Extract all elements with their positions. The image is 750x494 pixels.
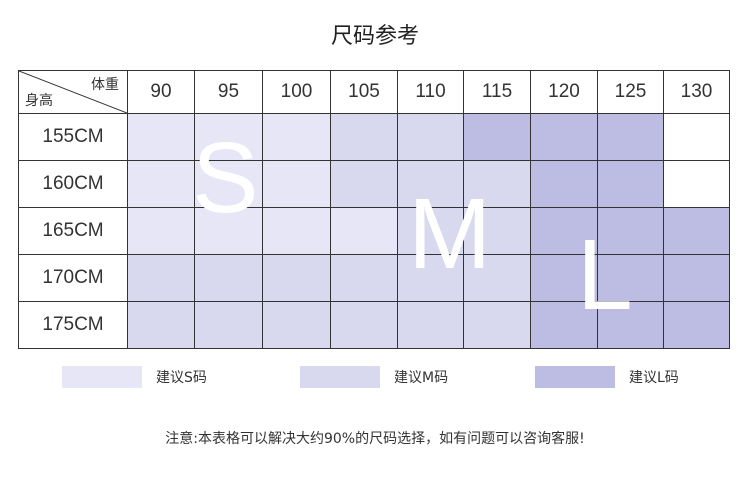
- size-cell-m: [397, 160, 464, 208]
- height-label: 身高: [25, 92, 53, 108]
- legend-s: 建议S码: [62, 366, 207, 388]
- size-cell-l: [530, 207, 598, 255]
- corner-header: 体重 身高: [18, 70, 128, 114]
- size-cell-m: [397, 254, 464, 302]
- size-cell-l: [463, 113, 531, 161]
- size-cell-m: [127, 301, 195, 349]
- size-chart-table: 体重 身高 90 95 100 105 110 115 120 125 130 155CM 160…: [18, 70, 730, 349]
- legend-label-m: 建议M码: [394, 370, 449, 386]
- size-cell-m: [463, 254, 531, 302]
- size-cell-l: [530, 160, 598, 208]
- table-row: 160CM: [18, 160, 730, 208]
- size-cell-m: [194, 301, 263, 349]
- height-cell: 170CM: [18, 254, 128, 302]
- weight-header: 110: [397, 70, 464, 114]
- size-cell-l: [663, 207, 730, 255]
- size-cell-s: [330, 207, 398, 255]
- overlay-letter-s: S: [192, 122, 259, 234]
- legend-m: 建议M码: [300, 366, 448, 388]
- overlay-letter-l: L: [577, 219, 633, 331]
- weight-header: 100: [262, 70, 331, 114]
- note-text: 注意:本表格可以解决大约90%的尺码选择，如有问题可以咨询客服!: [165, 431, 585, 447]
- size-cell-m: [330, 254, 398, 302]
- weight-header: 90: [127, 70, 195, 114]
- size-cell-l: [530, 113, 598, 161]
- size-cell-l: [597, 113, 664, 161]
- size-cell-l: [530, 301, 598, 349]
- weight-header: 105: [330, 70, 398, 114]
- height-cell: 165CM: [18, 207, 128, 255]
- size-cell-m: [463, 301, 531, 349]
- weight-header: 115: [463, 70, 531, 114]
- size-cell-none: [663, 160, 730, 208]
- size-cell-m: [262, 254, 331, 302]
- page-title: 尺码参考: [330, 24, 419, 49]
- size-cell-m: [330, 113, 398, 161]
- header-row: 体重 身高 90 95 100 105 110 115 120 125 130: [18, 70, 730, 114]
- table-row: 155CM: [18, 113, 730, 161]
- size-cell-m: [262, 301, 331, 349]
- size-cell-m: [397, 301, 464, 349]
- weight-header: 125: [597, 70, 664, 114]
- overlay-letter-m: M: [408, 178, 492, 290]
- weight-header: 95: [194, 70, 263, 114]
- legend-label-l: 建议L码: [629, 370, 679, 386]
- height-cell: 160CM: [18, 160, 128, 208]
- size-cell-l: [597, 160, 664, 208]
- size-cell-s: [262, 113, 331, 161]
- height-cell: 155CM: [18, 113, 128, 161]
- size-cell-l: [663, 254, 730, 302]
- size-cell-m: [330, 160, 398, 208]
- weight-header: 120: [530, 70, 598, 114]
- size-cell-m: [397, 113, 464, 161]
- legend-l: 建议L码: [535, 366, 679, 388]
- size-cell-l: [597, 207, 664, 255]
- weight-header: 130: [663, 70, 730, 114]
- size-cell-m: [330, 301, 398, 349]
- legend-swatch-m: [300, 366, 380, 388]
- table-row: 175CM: [18, 301, 730, 349]
- size-cell-s: [127, 207, 195, 255]
- size-cell-s: [194, 113, 263, 161]
- size-cell-l: [530, 254, 598, 302]
- size-cell-s: [127, 160, 195, 208]
- size-cell-l: [663, 301, 730, 349]
- height-cell: 175CM: [18, 301, 128, 349]
- size-cell-s: [262, 160, 331, 208]
- size-cell-s: [262, 207, 331, 255]
- size-cell-l: [597, 254, 664, 302]
- size-cell-s: [194, 207, 263, 255]
- size-cell-m: [127, 254, 195, 302]
- size-cell-s: [127, 113, 195, 161]
- size-cell-none: [663, 113, 730, 161]
- size-cell-m: [463, 160, 531, 208]
- size-cell-m: [194, 254, 263, 302]
- legend-label-s: 建议S码: [156, 370, 207, 386]
- weight-label: 体重: [91, 76, 119, 92]
- size-cell-s: [194, 160, 263, 208]
- size-cell-l: [597, 301, 664, 349]
- legend-swatch-s: [62, 366, 142, 388]
- legend-swatch-l: [535, 366, 615, 388]
- diagonal-line: [19, 71, 127, 113]
